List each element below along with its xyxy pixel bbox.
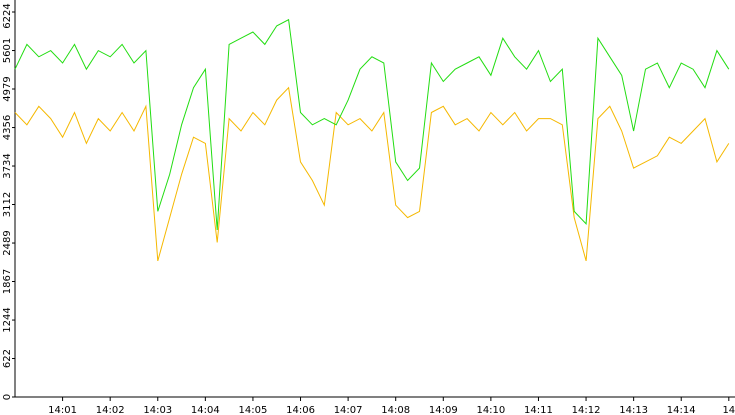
- y-tick-label: 0: [2, 394, 13, 400]
- x-tick-label: 14:05: [239, 405, 268, 415]
- x-tick-label: 14:02: [96, 405, 125, 415]
- y-tick-label: 6224: [2, 3, 13, 28]
- y-tick-label: 5601: [2, 38, 13, 63]
- x-tick-label: 14:12: [572, 405, 601, 415]
- x-tick-label: 14:13: [619, 405, 648, 415]
- x-tick-label: 14:06: [286, 405, 315, 415]
- x-tick-label: 14:03: [143, 405, 172, 415]
- y-tick-label: 4979: [2, 76, 13, 101]
- x-tick-label: 14:09: [429, 405, 458, 415]
- y-tick-label: 4356: [2, 115, 13, 140]
- x-tick-label: 14:11: [524, 405, 553, 415]
- y-tick-label: 3734: [2, 153, 13, 178]
- y-tick-label: 1244: [2, 307, 13, 332]
- x-tick-label: 14:14: [667, 405, 696, 415]
- x-tick-label: 14:10: [476, 405, 505, 415]
- x-tick-label: 14:01: [48, 405, 77, 415]
- y-tick-label: 3112: [2, 192, 13, 217]
- y-tick-label: 1867: [2, 269, 13, 294]
- series-line: [14, 18, 730, 231]
- x-tick-label: 14:04: [191, 405, 220, 415]
- x-tick-label: 14:07: [334, 405, 363, 415]
- y-tick-label: 622: [2, 349, 13, 368]
- series-line: [14, 86, 730, 262]
- y-tick-label: 2489: [2, 230, 13, 255]
- x-tick-label: 14:08: [381, 405, 410, 415]
- x-tick-label: 14: [722, 405, 735, 415]
